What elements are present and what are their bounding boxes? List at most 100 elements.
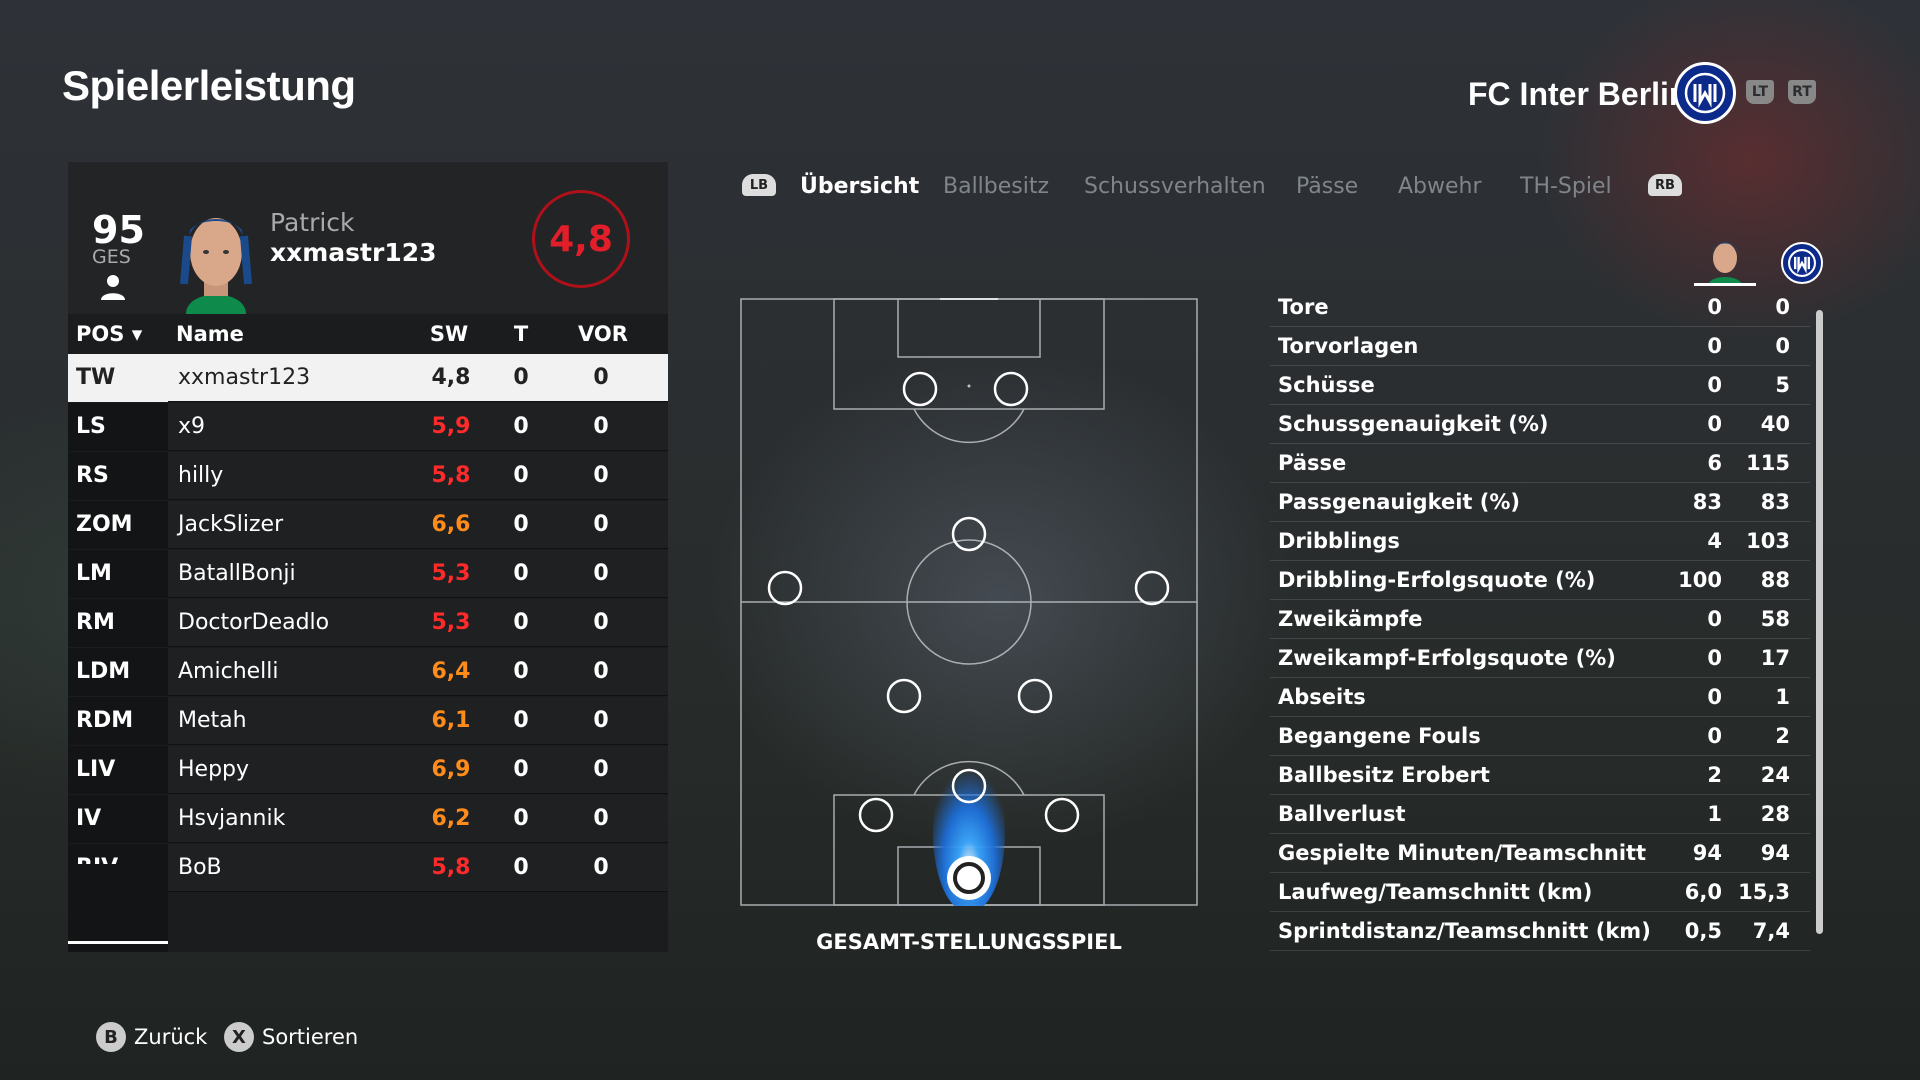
stat-team-value: 115 xyxy=(1746,451,1790,475)
stat-team-value: 1 xyxy=(1775,685,1790,709)
table-row[interactable]: LS x9 5,9 0 0 xyxy=(68,403,668,451)
row-assists: 0 xyxy=(593,610,609,635)
stat-label: Zweikämpfe xyxy=(1278,607,1423,631)
stat-label: Dribbling-Erfolgsquote (%) xyxy=(1278,568,1596,592)
row-name: x9 xyxy=(178,414,206,439)
stat-label: Laufweg/Teamschnitt (km) xyxy=(1278,880,1593,904)
stat-player-value: 0 xyxy=(1707,685,1722,709)
stat-player-value: 0 xyxy=(1707,646,1722,670)
row-rating: 5,9 xyxy=(431,414,471,439)
lt-trigger-icon[interactable]: LT xyxy=(1746,80,1774,104)
table-row[interactable]: RM DoctorDeadlo 5,3 0 0 xyxy=(68,599,668,647)
table-row[interactable]: TW xxmastr123 4,8 0 0 xyxy=(68,354,668,402)
row-goals: 0 xyxy=(513,659,529,684)
stat-label: Schüsse xyxy=(1278,373,1375,397)
stat-team-value: 0 xyxy=(1775,295,1790,319)
row-assists: 0 xyxy=(593,561,609,586)
stat-row: Begangene Fouls 0 2 xyxy=(1270,717,1810,756)
x-button-icon: X xyxy=(224,1022,254,1052)
table-row[interactable]: LM BatallBonji 5,3 0 0 xyxy=(68,550,668,598)
stat-row: Pässe 6 115 xyxy=(1270,444,1810,483)
row-goals: 0 xyxy=(513,610,529,635)
stat-team-value: 103 xyxy=(1746,529,1790,553)
row-name: hilly xyxy=(178,463,224,488)
stat-player-value: 94 xyxy=(1692,841,1722,865)
stat-row: Laufweg/Teamschnitt (km) 6,0 15,3 xyxy=(1270,873,1810,912)
row-goals: 0 xyxy=(513,806,529,831)
stat-player-value: 100 xyxy=(1678,568,1722,592)
table-header: POS ▾ Name SW T VOR xyxy=(68,314,668,354)
stat-row: Dribblings 4 103 xyxy=(1270,522,1810,561)
table-row[interactable]: IV Hsvjannik 6,2 0 0 xyxy=(68,795,668,843)
player-first-name: Patrick xyxy=(270,208,355,237)
row-name: Amichelli xyxy=(178,659,279,684)
table-row[interactable]: LDM Amichelli 6,4 0 0 xyxy=(68,648,668,696)
b-button-icon: B xyxy=(96,1022,126,1052)
selection-indicator xyxy=(68,941,168,944)
col-t-header[interactable]: T xyxy=(513,322,529,346)
stat-player-value: 0 xyxy=(1707,724,1722,748)
row-assists: 0 xyxy=(593,708,609,733)
stat-player-value: 0 xyxy=(1707,334,1722,358)
row-position: LIV xyxy=(68,746,168,794)
person-icon xyxy=(101,275,125,300)
stat-row: Zweikämpfe 0 58 xyxy=(1270,600,1810,639)
row-rating: 6,2 xyxy=(431,806,471,831)
stat-player-value: 6 xyxy=(1707,451,1722,475)
stat-label: Tore xyxy=(1278,295,1329,319)
tab-th-spiel[interactable]: TH-Spiel xyxy=(1520,174,1612,199)
stat-label: Ballverlust xyxy=(1278,802,1406,826)
heatmap-pitch xyxy=(740,298,1198,906)
tab-schussverhalten[interactable]: Schussverhalten xyxy=(1084,174,1266,199)
stat-row: Ballbesitz Erobert 2 24 xyxy=(1270,756,1810,795)
stats-scrollbar[interactable] xyxy=(1816,310,1823,934)
player-portrait xyxy=(146,196,286,314)
row-name: Metah xyxy=(178,708,247,733)
row-rating: 6,4 xyxy=(431,659,471,684)
stat-team-value: 24 xyxy=(1760,763,1790,787)
row-position: RM xyxy=(68,599,168,647)
stat-team-value: 94 xyxy=(1760,841,1790,865)
tab-ballbesitz[interactable]: Ballbesitz xyxy=(943,174,1050,199)
row-assists: 0 xyxy=(593,365,609,390)
table-row[interactable]: LIV Heppy 6,9 0 0 xyxy=(68,746,668,794)
row-rating: 5,3 xyxy=(431,610,471,635)
overall-label: GES xyxy=(92,246,131,268)
stat-label: Schussgenauigkeit (%) xyxy=(1278,412,1549,436)
rb-bumper-icon[interactable]: RB xyxy=(1648,174,1682,196)
player-gamer-tag: xxmastr123 xyxy=(270,238,437,267)
stat-player-value: 0 xyxy=(1707,373,1722,397)
stat-label: Ballbesitz Erobert xyxy=(1278,763,1490,787)
row-name: xxmastr123 xyxy=(178,365,311,390)
rt-trigger-icon[interactable]: RT xyxy=(1788,80,1816,104)
table-row[interactable]: RDM Metah 6,1 0 0 xyxy=(68,697,668,745)
row-goals: 0 xyxy=(513,708,529,733)
col-pos-header[interactable]: POS ▾ xyxy=(76,322,143,346)
row-assists: 0 xyxy=(593,855,609,880)
col-vor-header[interactable]: VOR xyxy=(578,322,628,346)
row-name: Hsvjannik xyxy=(178,806,286,831)
stat-team-value: 28 xyxy=(1760,802,1790,826)
lb-bumper-icon[interactable]: LB xyxy=(742,174,776,196)
stat-team-value: 40 xyxy=(1760,412,1790,436)
stat-team-value: 15,3 xyxy=(1738,880,1790,904)
tab-uebersicht[interactable]: Übersicht xyxy=(800,174,920,199)
player-header: 95 GES Patrick xxmastr123 4,8 xyxy=(68,162,668,314)
row-position: LDM xyxy=(68,648,168,696)
match-rating-ring: 4,8 xyxy=(532,190,630,288)
col-sw-header[interactable]: SW xyxy=(429,322,469,346)
stat-team-value: 2 xyxy=(1775,724,1790,748)
row-assists: 0 xyxy=(593,512,609,537)
table-row[interactable]: RS hilly 5,8 0 0 xyxy=(68,452,668,500)
sort-down-icon: ▾ xyxy=(131,322,143,346)
row-assists: 0 xyxy=(593,757,609,782)
player-position-markers xyxy=(767,371,1170,900)
table-row[interactable]: ZOM JackSlizer 6,6 0 0 xyxy=(68,501,668,549)
sort-hint[interactable]: X Sortieren xyxy=(224,1022,358,1052)
stat-player-value: 6,0 xyxy=(1684,880,1722,904)
col-name-header[interactable]: Name xyxy=(176,322,244,346)
back-hint[interactable]: B Zurück xyxy=(96,1022,207,1052)
stat-label: Torvorlagen xyxy=(1278,334,1419,358)
tab-paesse[interactable]: Pässe xyxy=(1296,174,1359,199)
tab-abwehr[interactable]: Abwehr xyxy=(1398,174,1482,199)
